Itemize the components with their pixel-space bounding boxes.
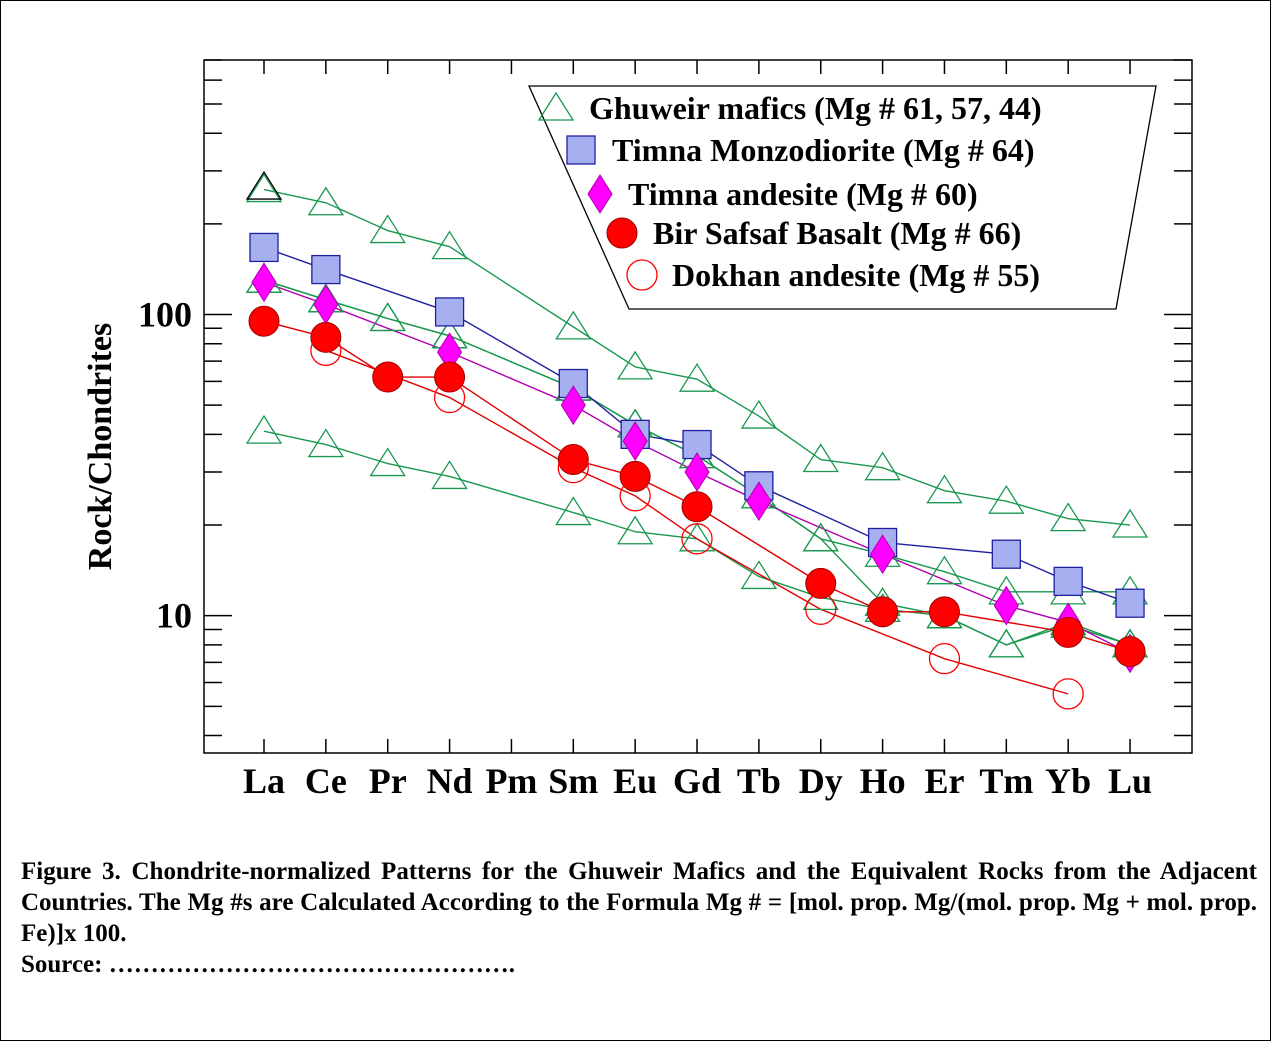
x-tick-label: Yb (1045, 761, 1091, 801)
data-point-s0 (616, 350, 654, 380)
data-point-s3 (557, 444, 589, 476)
caption-text: Figure 3. Chondrite-normalized Patterns … (21, 858, 1257, 947)
x-tick-label: Gd (673, 761, 721, 801)
data-point-s2 (251, 262, 277, 303)
x-tick-label: Nd (427, 761, 473, 801)
data-point-s2 (746, 481, 772, 522)
legend-label: Bir Safsaf Basalt (Mg # 66) (653, 215, 1021, 251)
data-point-s1 (249, 232, 279, 263)
data-point-s4 (1052, 678, 1084, 710)
legend-marker (566, 135, 596, 165)
data-point-s4 (681, 523, 713, 555)
x-tick-label: Ho (860, 761, 906, 801)
legend-box (527, 85, 1157, 310)
data-point-s0 (678, 522, 716, 552)
data-point-s0 (988, 484, 1025, 514)
data-point-s1 (991, 539, 1021, 569)
data-point-s4 (928, 643, 961, 675)
data-point-s3 (619, 460, 651, 492)
data-point-s0 (245, 414, 283, 444)
data-point-s0 (369, 214, 406, 244)
data-point-s0 (678, 362, 716, 392)
data-point-s4 (805, 593, 837, 625)
data-point-s3 (805, 567, 837, 599)
data-point-special (245, 170, 283, 200)
data-point-s2 (560, 385, 586, 426)
data-point-s0 (740, 560, 778, 590)
x-tick-label: Er (924, 761, 964, 801)
plot-frame (203, 59, 1193, 754)
data-point-s0 (431, 460, 468, 490)
legend-marker (606, 217, 638, 249)
data-point-s3 (372, 361, 404, 393)
data-point-s3 (867, 596, 899, 628)
data-point-s2 (870, 534, 896, 575)
data-point-s2 (313, 284, 339, 325)
data-point-s0 (369, 302, 406, 332)
x-tick-label: Tm (979, 761, 1033, 801)
x-tick-label: Ce (305, 761, 347, 801)
data-point-s0 (802, 443, 839, 473)
data-point-s2 (622, 421, 648, 462)
data-point-s0 (307, 428, 345, 458)
data-point-s0 (864, 451, 901, 481)
data-point-s0 (245, 173, 283, 203)
data-point-s0 (555, 310, 592, 340)
data-point-s0 (555, 496, 592, 526)
y-axis-label: Rock/Chondrites (82, 323, 119, 570)
x-tick-label: Pr (369, 761, 407, 801)
series-line-4-0 (325, 349, 1069, 695)
data-point-s0 (616, 515, 654, 545)
data-point-s0 (926, 555, 963, 585)
data-point-s2 (993, 585, 1019, 626)
legend-marker (626, 259, 658, 291)
data-point-s3 (248, 305, 280, 337)
x-tick-label: Dy (799, 761, 843, 801)
data-point-s1 (311, 254, 341, 285)
figure-caption: Figure 3. Chondrite-normalized Patterns … (21, 856, 1257, 980)
data-point-s3 (681, 491, 713, 523)
data-point-s4 (310, 334, 342, 367)
data-point-s3 (310, 321, 342, 353)
data-point-s4 (557, 452, 589, 484)
x-tick-label: Eu (613, 761, 657, 801)
y-tick-label: 100 (138, 295, 192, 335)
data-point-s0 (926, 474, 963, 504)
data-point-s3 (1114, 636, 1146, 668)
data-point-s0 (1111, 508, 1149, 538)
data-point-s0 (802, 522, 839, 552)
data-point-s0 (740, 399, 778, 429)
legend-label: Timna andesite (Mg # 60) (628, 176, 978, 212)
data-point-s2 (684, 452, 710, 492)
data-point-s1 (1053, 566, 1083, 597)
legend-label: Ghuweir mafics (Mg # 61, 57, 44) (589, 90, 1042, 126)
data-point-s0 (431, 230, 468, 260)
caption-source: Source: …………………………………………. (21, 951, 515, 978)
data-point-s4 (433, 381, 466, 414)
y-tick-label: 10 (156, 596, 192, 636)
x-tick-label: Tb (737, 761, 781, 801)
x-tick-label: Sm (548, 761, 598, 801)
data-point-s0 (988, 628, 1025, 658)
legend-label: Dokhan andesite (Mg # 55) (672, 257, 1040, 293)
legend-label: Timna Monzodiorite (Mg # 64) (612, 132, 1034, 168)
data-point-s3 (1052, 616, 1084, 648)
data-point-s1 (434, 297, 465, 327)
data-point-s0 (988, 628, 1025, 658)
x-tick-label: Lu (1108, 761, 1152, 801)
data-point-s1 (1115, 588, 1145, 618)
data-point-s0 (369, 447, 406, 477)
legend-marker (587, 174, 613, 214)
x-tick-label: Pm (485, 761, 537, 801)
series-line-0-0 (263, 188, 1131, 526)
data-point-s4 (619, 480, 651, 512)
legend-marker (537, 91, 575, 121)
data-point-s0 (307, 186, 345, 216)
x-tick-label: La (243, 761, 285, 801)
data-point-s0 (1050, 502, 1087, 532)
data-point-s3 (928, 596, 960, 628)
data-point-s0 (369, 302, 406, 332)
